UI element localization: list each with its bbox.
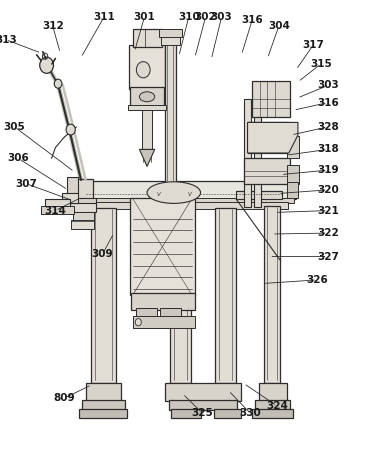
Bar: [255, 400, 290, 410]
Bar: [214, 409, 241, 418]
Bar: [131, 292, 195, 310]
Text: 318: 318: [317, 144, 338, 154]
Text: 303: 303: [211, 12, 232, 22]
Text: 328: 328: [317, 122, 338, 132]
Bar: [248, 122, 289, 153]
Bar: [79, 409, 127, 418]
Bar: [159, 29, 182, 37]
Ellipse shape: [139, 92, 155, 102]
Text: 316: 316: [241, 15, 263, 25]
Bar: [91, 208, 116, 383]
Bar: [136, 308, 157, 317]
Text: 311: 311: [93, 12, 115, 22]
Text: 315: 315: [310, 59, 332, 69]
Text: 316: 316: [317, 98, 338, 108]
Bar: [130, 198, 195, 295]
Bar: [252, 81, 290, 117]
Text: 321: 321: [317, 206, 338, 216]
Text: 313: 313: [0, 35, 16, 45]
Text: 320: 320: [317, 185, 338, 195]
Text: 309: 309: [92, 249, 113, 259]
Bar: [236, 191, 282, 199]
Text: 326: 326: [306, 275, 328, 285]
Circle shape: [40, 57, 53, 73]
Text: 317: 317: [302, 40, 324, 50]
Bar: [133, 29, 162, 47]
Text: 327: 327: [317, 252, 339, 261]
Bar: [130, 87, 164, 107]
Bar: [129, 45, 165, 89]
Bar: [169, 400, 237, 410]
Bar: [252, 409, 293, 418]
Polygon shape: [248, 122, 298, 153]
Text: 310: 310: [178, 12, 199, 22]
Text: 324: 324: [266, 401, 288, 411]
Bar: [142, 106, 152, 149]
Text: 809: 809: [53, 393, 75, 403]
Circle shape: [66, 124, 75, 135]
Bar: [72, 198, 96, 205]
Bar: [170, 208, 191, 383]
Bar: [45, 199, 70, 207]
Text: 312: 312: [42, 21, 63, 31]
Text: 302: 302: [195, 12, 216, 22]
Bar: [78, 198, 294, 203]
Bar: [259, 382, 286, 401]
Bar: [165, 383, 241, 401]
Bar: [161, 34, 180, 45]
Bar: [244, 99, 251, 207]
Text: 305: 305: [4, 122, 25, 132]
Text: 322: 322: [317, 228, 338, 238]
Circle shape: [54, 79, 62, 88]
Bar: [82, 400, 125, 410]
Bar: [287, 165, 299, 184]
Bar: [76, 181, 296, 199]
Bar: [165, 38, 176, 198]
Bar: [70, 203, 96, 212]
Bar: [86, 202, 288, 209]
Circle shape: [135, 319, 141, 326]
Bar: [133, 316, 195, 328]
Text: 314: 314: [44, 206, 66, 216]
Bar: [254, 99, 261, 207]
Text: 304: 304: [268, 21, 290, 31]
Ellipse shape: [147, 182, 201, 203]
Bar: [128, 105, 166, 110]
Bar: [244, 158, 290, 184]
Text: V: V: [187, 192, 191, 197]
Text: 325: 325: [192, 408, 213, 418]
Bar: [67, 177, 78, 194]
Circle shape: [136, 62, 150, 78]
Text: 303: 303: [317, 81, 338, 90]
Bar: [171, 409, 201, 418]
Text: 306: 306: [8, 153, 29, 163]
Bar: [215, 208, 236, 383]
Text: 307: 307: [15, 179, 37, 189]
Bar: [86, 382, 121, 401]
Bar: [287, 136, 299, 158]
Bar: [62, 194, 78, 203]
Bar: [41, 206, 74, 214]
Bar: [73, 212, 94, 220]
Polygon shape: [139, 149, 155, 166]
Text: 319: 319: [317, 165, 338, 175]
Bar: [74, 179, 93, 199]
Text: V: V: [157, 192, 160, 197]
Bar: [264, 206, 280, 383]
Text: 330: 330: [240, 408, 261, 418]
Bar: [160, 308, 181, 317]
Bar: [71, 220, 94, 229]
Bar: [287, 182, 298, 198]
Text: 301: 301: [134, 12, 155, 22]
